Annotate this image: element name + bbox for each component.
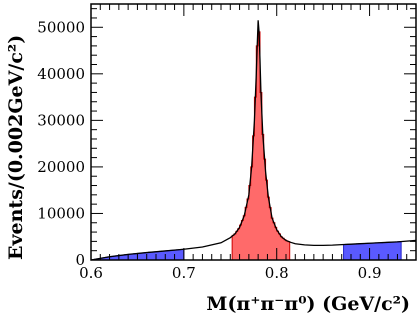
y-tick-label: 30000 (37, 111, 85, 129)
fit-curve (90, 20, 417, 261)
y-axis-ticks: 0 10000 20000 30000 40000 50000 (37, 8, 416, 269)
y-axis-title: Events/(0.002GeV/c²) (5, 35, 27, 260)
x-tick-label: 0.6 (79, 264, 103, 282)
y-tick-label: 50000 (37, 18, 85, 36)
y-tick-label: 10000 (37, 204, 85, 222)
x-axis-title: M(π⁺π⁻π⁰) (GeV/c²) (206, 293, 410, 315)
y-tick-label: 0 (75, 251, 85, 269)
histogram-bands (90, 31, 402, 261)
y-tick-label: 40000 (37, 65, 85, 83)
y-tick-label: 20000 (37, 158, 85, 176)
x-tick-label: 0.7 (172, 264, 196, 282)
plot-frame (90, 3, 417, 261)
x-axis-ticks: 0.6 0.7 0.8 0.9 (79, 4, 417, 282)
x-tick-label: 0.8 (265, 264, 289, 282)
x-tick-label: 0.9 (358, 264, 382, 282)
